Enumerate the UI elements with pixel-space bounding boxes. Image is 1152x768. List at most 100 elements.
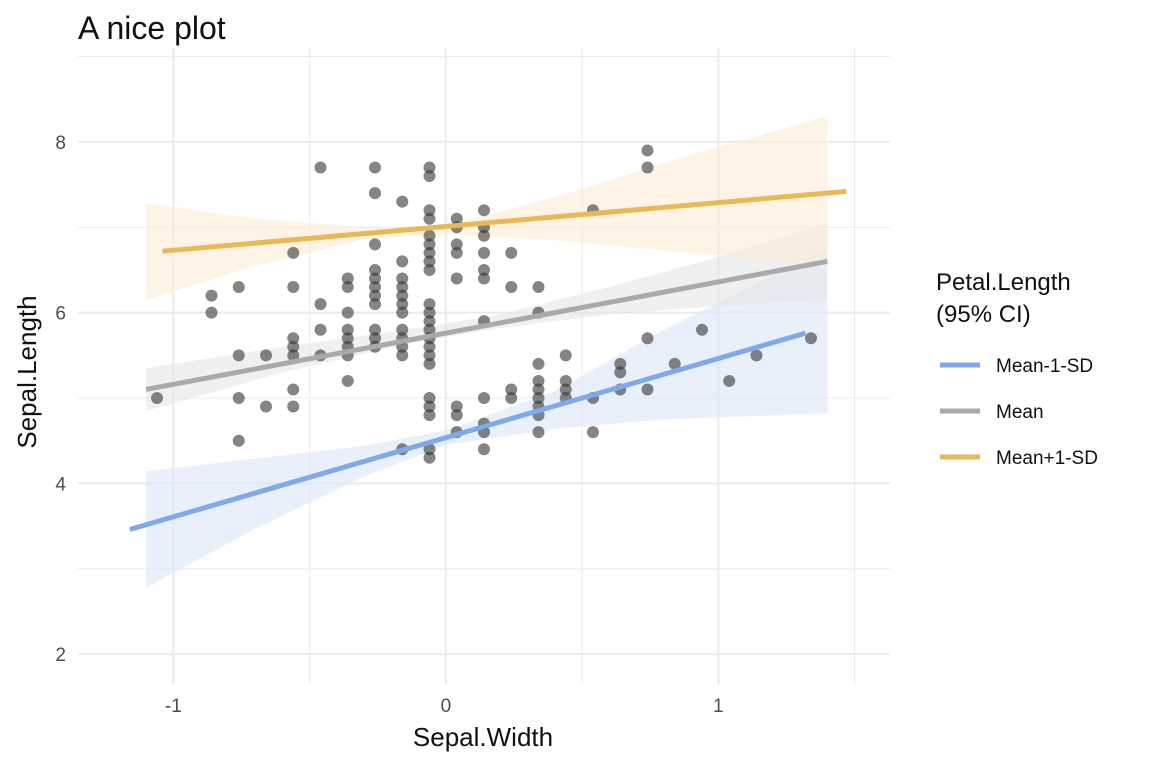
y-axis-title: Sepal.Length — [12, 295, 42, 448]
y-tick-label: 4 — [55, 474, 66, 495]
data-point — [369, 289, 382, 302]
regression-line — [145, 258, 828, 392]
data-point — [450, 238, 463, 251]
data-point — [668, 357, 681, 370]
data-point — [423, 323, 436, 336]
data-point — [586, 426, 599, 439]
data-point — [232, 281, 245, 294]
data-point — [559, 349, 572, 362]
legend-label: Mean-1-SD — [996, 356, 1093, 377]
ci-ribbon — [146, 116, 828, 300]
data-point — [641, 332, 654, 345]
data-point — [478, 229, 490, 242]
data-point — [423, 238, 436, 251]
data-point — [396, 195, 409, 208]
data-point — [505, 383, 518, 396]
data-point — [232, 349, 245, 362]
data-point — [423, 392, 436, 405]
data-point — [369, 263, 382, 276]
data-point — [641, 144, 654, 157]
x-tick-label: -1 — [165, 696, 182, 717]
data-point — [478, 392, 490, 405]
data-point — [287, 349, 300, 362]
data-point — [341, 281, 354, 294]
tick-label-layer: -1 0 1 2 4 6 8 — [55, 133, 723, 717]
data-point — [450, 272, 463, 285]
ci-ribbon-layer — [146, 116, 828, 588]
data-point — [423, 306, 436, 319]
data-point — [478, 204, 490, 217]
point-layer — [151, 144, 817, 464]
data-point — [369, 238, 382, 251]
data-point — [532, 374, 545, 387]
regression-line-layer — [129, 188, 847, 532]
legend: Petal.Length (95% CI) Mean-1-SD Mean Mean+… — [936, 269, 1098, 477]
data-point — [450, 409, 463, 422]
data-point — [287, 400, 300, 413]
data-point — [314, 323, 327, 336]
data-point — [614, 357, 627, 370]
data-point — [205, 289, 218, 302]
data-point — [804, 332, 817, 345]
data-point — [341, 323, 354, 336]
data-point — [423, 443, 436, 456]
data-point — [423, 409, 436, 422]
data-point — [287, 246, 300, 259]
data-point — [450, 212, 463, 225]
data-point — [260, 349, 273, 362]
data-point — [396, 349, 409, 362]
legend-label: Mean — [996, 402, 1044, 423]
data-point — [423, 357, 436, 370]
data-point — [478, 272, 490, 285]
data-point — [559, 374, 572, 387]
data-point — [396, 281, 409, 294]
data-point — [478, 443, 490, 456]
regression-line — [162, 188, 847, 254]
data-point — [369, 272, 382, 285]
legend-title-line-1: Petal.Length — [936, 269, 1071, 296]
data-point — [423, 229, 436, 242]
data-point — [341, 374, 354, 387]
x-tick-label: 0 — [441, 696, 452, 717]
regression-line — [129, 330, 807, 532]
data-point — [723, 374, 736, 387]
x-axis-title: Sepal.Width — [413, 722, 553, 752]
y-tick-label: 2 — [55, 645, 66, 666]
data-point — [232, 392, 245, 405]
data-point — [423, 161, 436, 174]
data-point — [423, 170, 436, 183]
data-point — [232, 434, 245, 447]
data-point — [505, 246, 518, 259]
data-point — [423, 340, 436, 353]
data-point — [559, 383, 572, 396]
data-point — [287, 340, 300, 353]
data-point — [532, 281, 545, 294]
data-point — [287, 281, 300, 294]
ci-ribbon — [146, 248, 828, 588]
data-point — [423, 298, 436, 311]
y-tick-label: 8 — [55, 133, 66, 154]
data-point — [423, 451, 436, 464]
data-point — [532, 357, 545, 370]
data-point — [423, 315, 436, 328]
data-point — [396, 306, 409, 319]
chart-title: A nice plot — [78, 10, 226, 46]
data-point — [151, 392, 164, 405]
data-point — [341, 332, 354, 345]
data-point — [287, 383, 300, 396]
data-point — [369, 281, 382, 294]
data-point — [614, 366, 627, 379]
data-point — [369, 298, 382, 311]
data-point — [205, 306, 218, 319]
data-point — [369, 332, 382, 345]
data-point — [314, 161, 327, 174]
data-point — [532, 392, 545, 405]
data-point — [423, 349, 436, 362]
data-point — [450, 400, 463, 413]
data-point — [423, 212, 436, 225]
data-point — [369, 161, 382, 174]
data-point — [423, 255, 436, 268]
data-point — [750, 349, 763, 362]
data-point — [260, 400, 273, 413]
